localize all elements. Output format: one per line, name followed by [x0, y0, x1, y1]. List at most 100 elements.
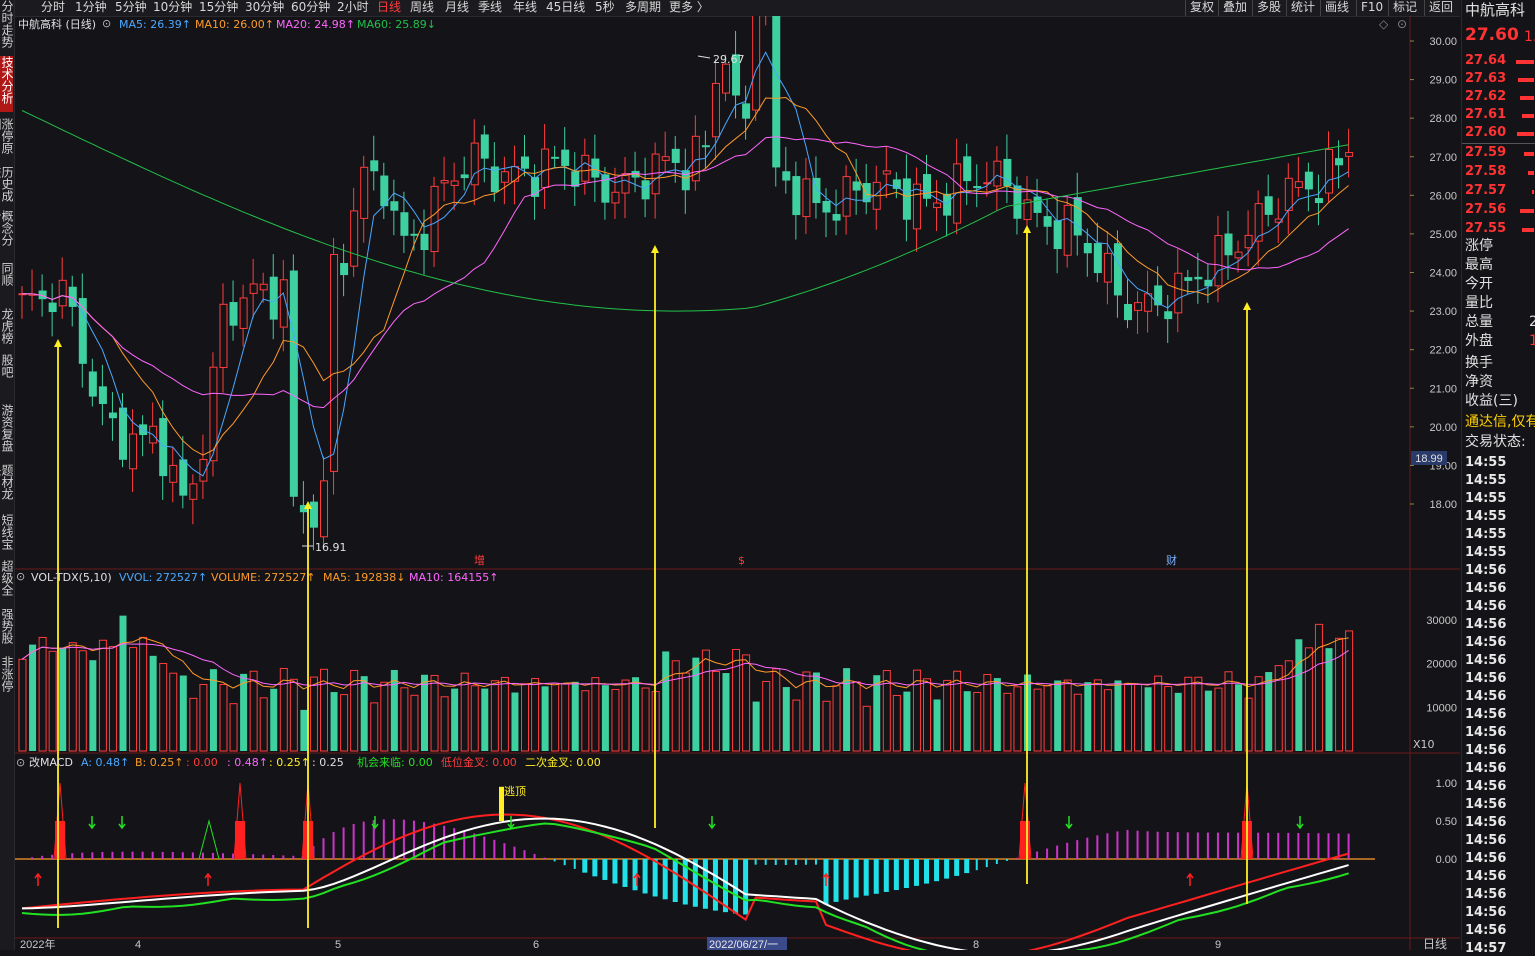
period-tab-16[interactable]: 更多 〉 [669, 0, 709, 14]
volume-bar [1224, 671, 1233, 752]
tool-button-0[interactable]: 复权 [1190, 0, 1215, 14]
volume-bar [551, 682, 560, 752]
period-tab-4[interactable]: 15分钟 [199, 0, 239, 14]
period-tab-10[interactable]: 月线 [445, 0, 470, 14]
period-tab-11[interactable]: 季线 [478, 0, 503, 14]
y-tick-label: 25.00 [1429, 229, 1457, 241]
candle-body [822, 201, 831, 213]
candle-body [330, 253, 339, 472]
candle-body [209, 366, 218, 462]
period-label: 日线 [1423, 937, 1447, 950]
close-icon[interactable]: ⊙ [1397, 17, 1408, 31]
chart-canvas[interactable]: 30.00 29.00 28.00 27.00 26.00 25.00 24.00 23.00… [15, 0, 1460, 956]
sidebar-tab-5[interactable]: 同顺10 [0, 262, 13, 290]
event-marker-increase[interactable]: 增 [474, 554, 485, 567]
macd-dea-line [21, 817, 1349, 955]
kline-chart-area[interactable]: 30.00 29.00 28.00 27.00 26.00 25.00 24.00 23.00… [15, 0, 1460, 956]
period-tab-8[interactable]: 日线 [377, 0, 402, 14]
candle-body [440, 180, 449, 184]
volume-bar [421, 674, 428, 751]
period-tab-6[interactable]: 60分钟 [291, 0, 331, 14]
tool-button-1[interactable]: 叠加 [1223, 0, 1248, 14]
x-axis-label: 4 [135, 939, 141, 950]
ask-volume-bar [1518, 78, 1534, 82]
sidebar-tab-1[interactable]: 技术分析 [0, 56, 13, 112]
period-tab-12[interactable]: 年线 [513, 0, 538, 14]
sidebar-tab-12[interactable]: 强势股 [0, 608, 13, 644]
period-tab-15[interactable]: 多周期 [625, 0, 662, 14]
candle-body [621, 173, 630, 194]
tick-time: 14:56 [1465, 635, 1507, 650]
vol-settings-icon[interactable]: ⊙ [16, 570, 26, 583]
volume-bar [681, 672, 690, 752]
volume-bar [1314, 623, 1323, 752]
candle-body [551, 156, 560, 159]
sidebar-tab-8[interactable]: 游资复盘 [0, 404, 13, 452]
volume-bar [1144, 687, 1152, 751]
candle-body [279, 279, 288, 328]
tool-button-7[interactable]: 返回 [1429, 0, 1454, 14]
vol-ma5-line [21, 636, 1349, 690]
ma20-line [21, 136, 1349, 409]
sidebar-tab-7[interactable]: 股吧 [0, 354, 13, 378]
sidebar-tab-0[interactable]: 分时走势 [0, 0, 13, 48]
volume-bar [1013, 686, 1022, 752]
candle-body [1083, 243, 1092, 254]
volume-bar [882, 670, 891, 752]
sidebar-tab-10[interactable]: 短线宝 [0, 514, 13, 550]
candle-body [1063, 204, 1072, 256]
volume-bar [752, 701, 760, 751]
tool-button-3[interactable]: 统计 [1291, 0, 1316, 14]
candle-body [460, 174, 469, 179]
event-marker-finance[interactable]: 财 [1166, 554, 1177, 567]
volume-bar [802, 671, 811, 752]
sidebar-tab-9[interactable]: 题材龙头 [0, 464, 13, 500]
tool-button-5[interactable]: F10 [1361, 0, 1384, 14]
tool-button-2[interactable]: 多股 [1257, 0, 1282, 14]
sidebar-tab-3[interactable]: 历史成交 [0, 166, 13, 202]
tick-time: 14:55 [1465, 527, 1507, 542]
sidebar-tab-11[interactable]: 超级全 [0, 560, 13, 596]
candle-body [1073, 197, 1082, 236]
candle-body [340, 263, 349, 276]
candle-body [370, 160, 379, 172]
event-marker-dividend[interactable]: $ [738, 554, 745, 567]
sidebar-tab-4[interactable]: 概念分析 [0, 210, 13, 246]
period-tab-13[interactable]: 45日线 [546, 0, 586, 14]
period-tab-1[interactable]: 1分钟 [75, 0, 107, 14]
volume-bar [470, 685, 479, 752]
sidebar-tab-6[interactable]: 龙虎榜 [0, 308, 13, 344]
volume-bar [270, 688, 278, 751]
period-tab-2[interactable]: 5分钟 [115, 0, 147, 14]
candle-body [410, 233, 419, 236]
candle-body [862, 183, 871, 203]
candle-body [1194, 276, 1203, 280]
high-pointer [697, 55, 711, 59]
quote-field-label: 净资 [1465, 374, 1493, 390]
diamond-icon[interactable]: ◇ [1379, 17, 1389, 31]
period-tab-14[interactable]: 5秒 [595, 0, 615, 14]
period-tab-7[interactable]: 2小时 [337, 0, 369, 14]
volume-bar [892, 694, 901, 752]
period-tab-9[interactable]: 周线 [410, 0, 435, 14]
macd-settings-icon[interactable]: ⊙ [16, 756, 26, 769]
volume-bar [1164, 686, 1173, 752]
period-tab-3[interactable]: 10分钟 [153, 0, 193, 14]
candle-body [58, 279, 67, 307]
period-tab-0[interactable]: 分时 [41, 0, 66, 14]
period-tab-5[interactable]: 30分钟 [245, 0, 285, 14]
buy-signal-arrowhead [651, 245, 659, 253]
settings-circle-icon[interactable]: ⊙ [102, 17, 112, 30]
volume-bar [843, 668, 851, 751]
tick-time: 14:55 [1465, 509, 1507, 524]
macd-y-label: 1.00 [1436, 778, 1457, 790]
toolbar-separator [1320, 0, 1321, 16]
macd-c2-readout: : 0.48↑ [227, 756, 268, 769]
red-up-arrow [204, 872, 212, 886]
tool-button-4[interactable]: 画线 [1325, 0, 1350, 14]
signal-spike [198, 819, 220, 860]
sidebar-tab-13[interactable]: 非涨停 [0, 656, 13, 692]
sidebar-tab-2[interactable]: 涨停原因 [0, 118, 13, 154]
volume-bar [78, 650, 87, 752]
tool-button-6[interactable]: 标记 [1393, 0, 1418, 14]
